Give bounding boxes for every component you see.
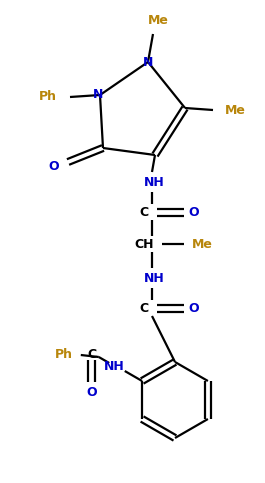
Text: NH: NH (104, 359, 125, 372)
Text: Me: Me (224, 103, 245, 116)
Text: CH: CH (134, 238, 154, 251)
Text: O: O (49, 159, 59, 172)
Text: Me: Me (192, 238, 213, 251)
Text: Ph: Ph (39, 90, 57, 103)
Text: O: O (189, 205, 199, 218)
Text: Me: Me (148, 14, 169, 27)
Text: Ph: Ph (55, 349, 73, 361)
Text: C: C (87, 347, 96, 360)
Text: C: C (139, 205, 149, 218)
Text: NH: NH (144, 176, 164, 189)
Text: O: O (87, 385, 97, 398)
Text: C: C (139, 301, 149, 314)
Text: N: N (143, 56, 153, 69)
Text: N: N (93, 88, 103, 101)
Text: O: O (189, 301, 199, 314)
Text: NH: NH (144, 272, 164, 285)
